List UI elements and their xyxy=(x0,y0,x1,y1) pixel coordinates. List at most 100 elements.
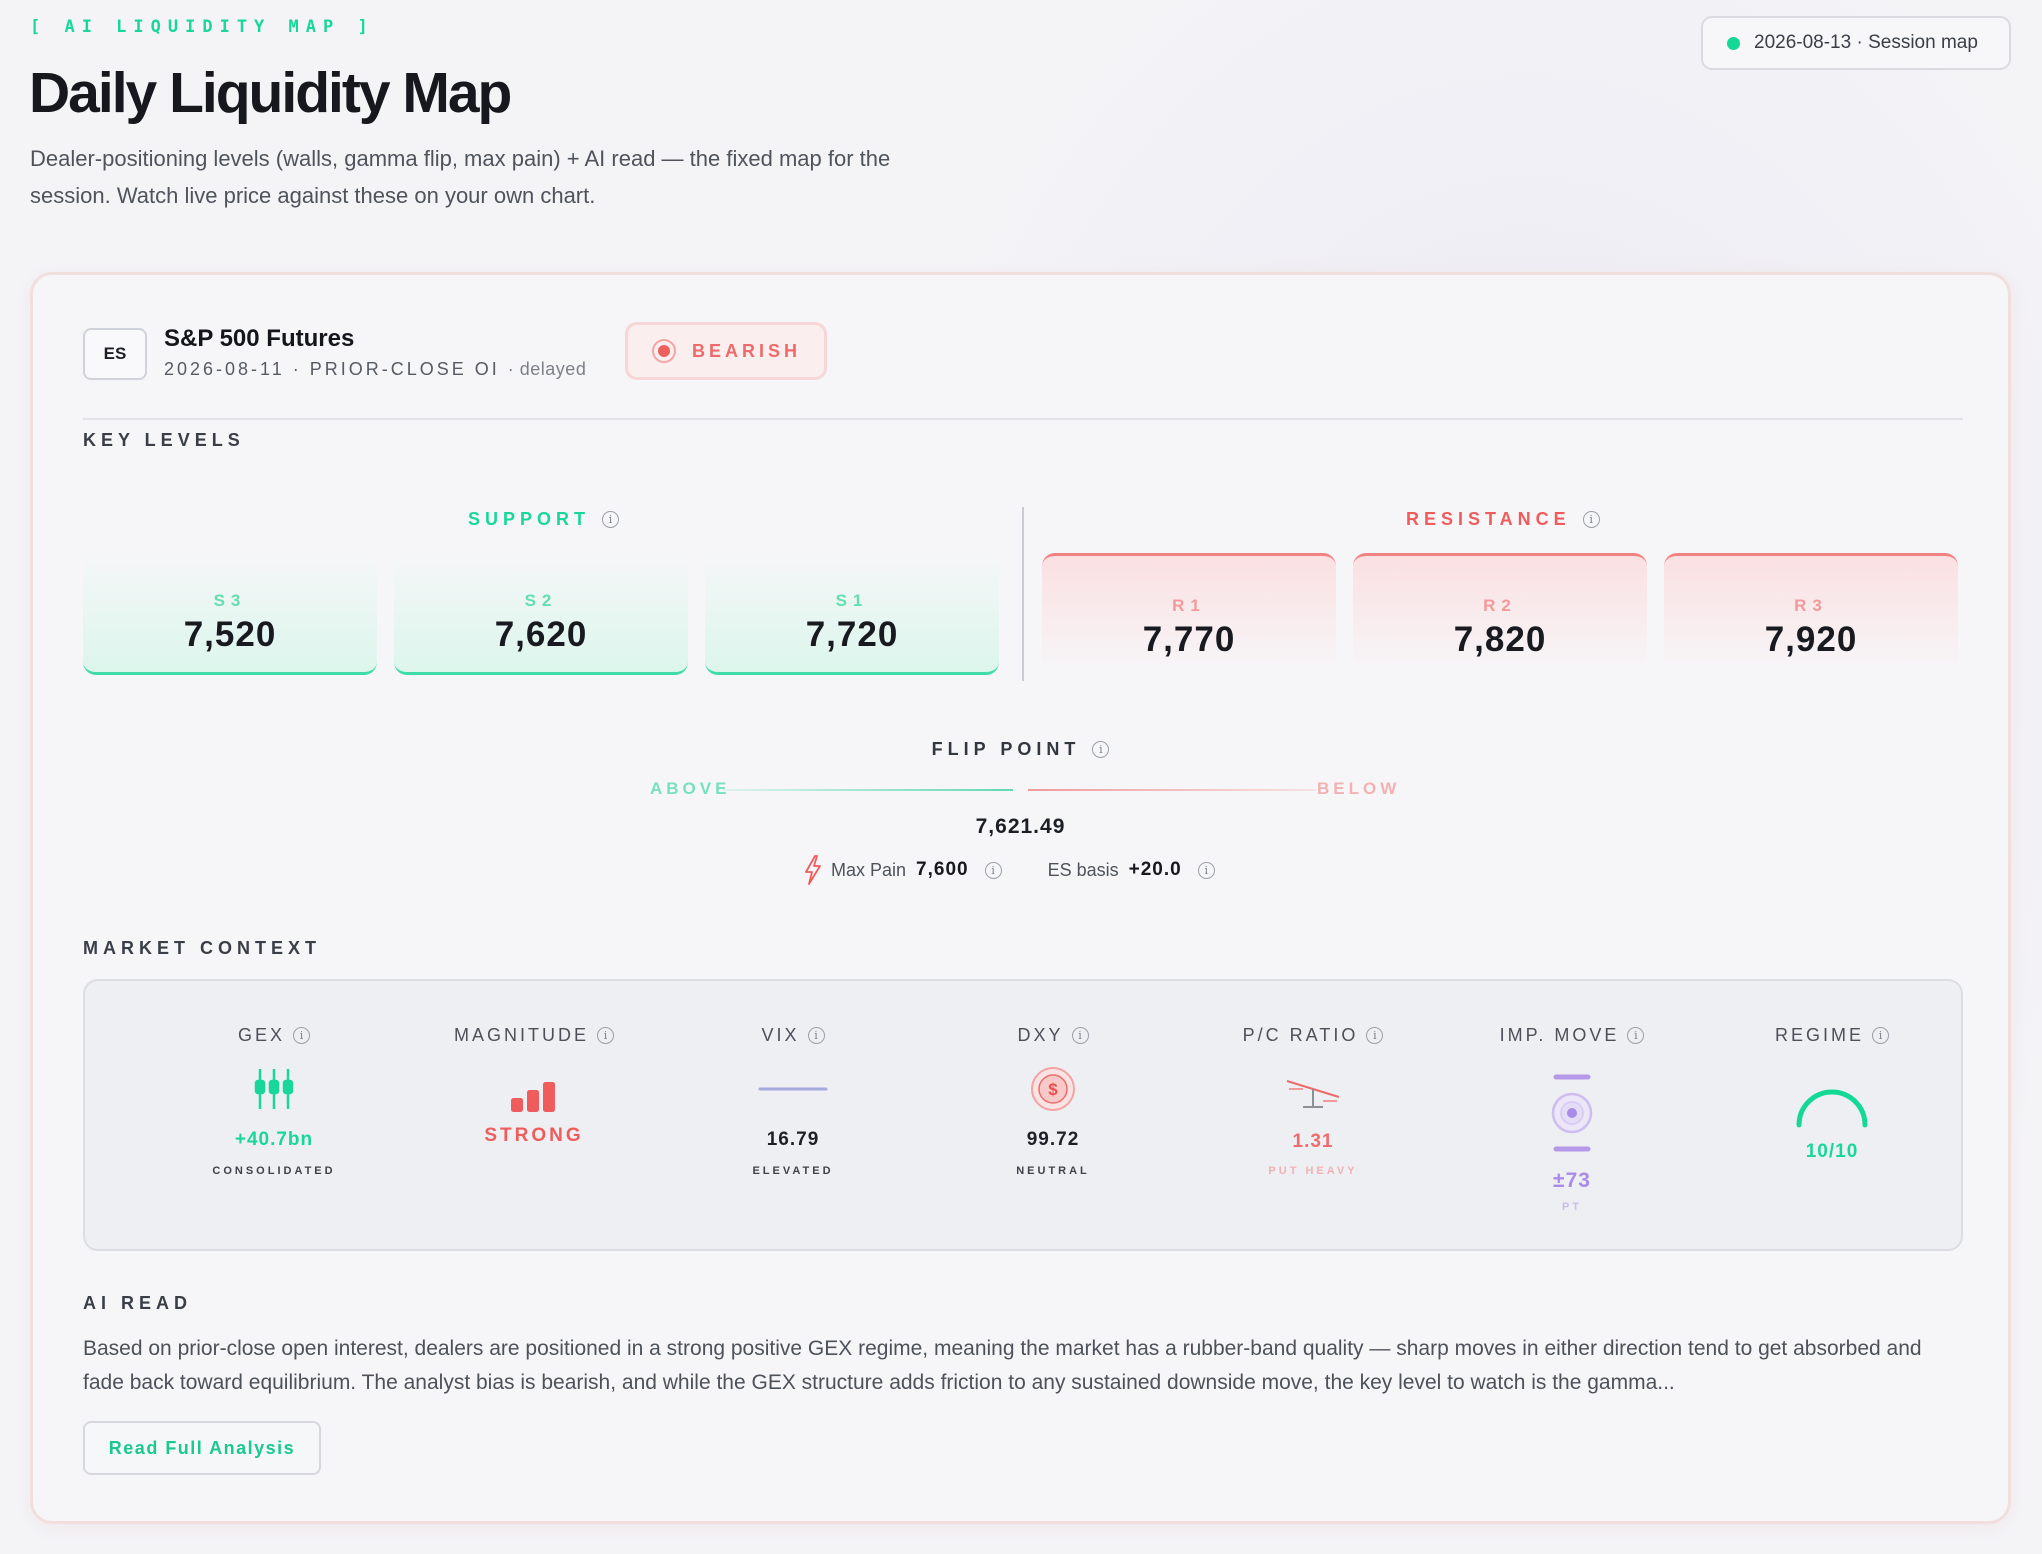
info-icon[interactable]: i xyxy=(1071,1027,1089,1044)
level-card-r1: R1 7,770 xyxy=(1042,553,1336,673)
metric-label: REGIME i xyxy=(1702,1025,1962,1046)
bias-label: BEARISH xyxy=(692,340,802,361)
range-icon xyxy=(1442,1073,1702,1153)
info-icon[interactable]: i xyxy=(1872,1027,1889,1044)
bars-icon xyxy=(404,1071,664,1123)
flip-above-line xyxy=(723,789,1013,791)
market-context-heading: MARKET CONTEXT xyxy=(83,938,321,958)
market-context-panel: GEX i +40.7bn CONSOLIDATED MAGNITUDE i xyxy=(83,979,1963,1251)
svg-text:$: $ xyxy=(1048,1080,1058,1099)
metric-label: GEX i xyxy=(144,1025,404,1046)
delayed-label: · delayed xyxy=(507,359,587,379)
metric-value: 99.72 xyxy=(1026,1129,1080,1150)
flip-point-label: FLIP POINT xyxy=(931,739,1081,759)
level-value: 7,520 xyxy=(183,615,277,654)
key-levels-heading: KEY LEVELS xyxy=(83,430,245,450)
info-icon[interactable]: i xyxy=(807,1027,825,1044)
metric-value: ±73 xyxy=(1553,1169,1591,1192)
level-value: 7,820 xyxy=(1453,620,1547,659)
candles-icon xyxy=(144,1063,404,1115)
ai-read-heading: AI READ xyxy=(83,1293,193,1313)
level-value: 7,770 xyxy=(1142,620,1236,659)
metric-subtitle: PUT HEAVY xyxy=(1268,1165,1358,1177)
es-basis-label: ES basis xyxy=(1047,859,1119,880)
metric-label: MAGNITUDE i xyxy=(404,1025,664,1046)
metric-label: VIX i xyxy=(663,1025,923,1046)
max-pain-value: 7,600 xyxy=(916,859,969,880)
instrument-meta: 2026-08-11 · PRIOR-CLOSE OI · delayed xyxy=(164,359,586,380)
scale-icon xyxy=(1183,1063,1443,1115)
support-heading: SUPPORT i xyxy=(468,509,620,530)
metric-label: P/C RATIO i xyxy=(1183,1025,1443,1046)
ai-read-text: Based on prior-close open interest, deal… xyxy=(83,1337,1922,1394)
gauge-icon xyxy=(1702,1081,1962,1133)
level-value: 7,920 xyxy=(1764,620,1858,659)
metric-regime: REGIME i 10/10 xyxy=(1702,981,1962,1251)
info-icon[interactable]: i xyxy=(1366,1027,1384,1044)
metric-dxy: DXY i $ 99.72 NEUTRAL xyxy=(923,981,1183,1251)
resistance-label: RESISTANCE xyxy=(1406,509,1571,529)
instrument-name: S&P 500 Futures xyxy=(164,325,355,352)
flip-below-label: BELOW xyxy=(1317,779,1401,798)
header-divider xyxy=(83,418,1963,420)
flip-point-value: 7,621.49 xyxy=(975,815,1066,838)
metric-label: IMP. MOVE i xyxy=(1442,1025,1702,1046)
info-icon[interactable]: i xyxy=(602,511,620,528)
info-icon[interactable]: i xyxy=(597,1027,614,1044)
metric-value: 10/10 xyxy=(1805,1141,1859,1162)
flip-above-label: ABOVE xyxy=(650,779,731,798)
support-label: SUPPORT xyxy=(468,509,591,529)
info-icon[interactable]: i xyxy=(1092,741,1110,758)
symbol-badge: ES xyxy=(83,328,147,380)
metric-subtitle: CONSOLIDATED xyxy=(212,1165,336,1177)
level-name: R3 xyxy=(1794,596,1828,615)
metric-implied-move: IMP. MOVE i ±73 PT xyxy=(1442,981,1702,1251)
levels-separator xyxy=(1022,507,1024,681)
bias-badge: BEARISH xyxy=(625,322,827,380)
level-name: S3 xyxy=(213,591,247,610)
liquidity-map-card: ES S&P 500 Futures 2026-08-11 · PRIOR-CL… xyxy=(30,272,2011,1524)
level-card-r3: R3 7,920 xyxy=(1664,553,1958,673)
resistance-heading: RESISTANCE i xyxy=(1406,509,1600,530)
level-name: S2 xyxy=(524,591,558,610)
level-card-s3: S3 7,520 xyxy=(83,551,377,675)
flat-line-icon xyxy=(663,1063,923,1115)
session-label: 2026-08-13 · Session map xyxy=(1754,32,1978,53)
metric-value: 16.79 xyxy=(766,1129,820,1150)
level-value: 7,620 xyxy=(494,615,588,654)
dollar-coin-icon: $ xyxy=(923,1063,1183,1115)
status-dot-icon xyxy=(1727,36,1740,50)
metric-vix: VIX i 16.79 ELEVATED xyxy=(663,981,923,1251)
level-value: 7,720 xyxy=(805,615,899,654)
page-subtitle: Dealer-positioning levels (walls, gamma … xyxy=(30,146,891,208)
lightning-icon xyxy=(805,855,821,885)
info-icon[interactable]: i xyxy=(1627,1027,1645,1044)
info-icon[interactable]: i xyxy=(984,861,1002,879)
page-title: Daily Liquidity Map xyxy=(29,61,512,125)
metric-value: STRONG xyxy=(484,1125,584,1146)
info-icon[interactable]: i xyxy=(1582,511,1600,528)
level-card-r2: R2 7,820 xyxy=(1353,553,1647,673)
page-kicker: [ AI LIQUIDITY MAP ] xyxy=(30,17,375,37)
metric-magnitude: MAGNITUDE i STRONG xyxy=(404,981,664,1251)
level-name: S1 xyxy=(835,591,869,610)
metric-gex: GEX i +40.7bn CONSOLIDATED xyxy=(144,981,404,1251)
info-icon[interactable]: i xyxy=(293,1027,310,1044)
es-basis-value: +20.0 xyxy=(1128,859,1182,880)
metric-label: DXY i xyxy=(923,1025,1183,1046)
session-map-pill[interactable]: 2026-08-13 · Session map xyxy=(1701,16,2011,70)
level-name: R2 xyxy=(1483,596,1517,615)
flip-below-line xyxy=(1028,789,1316,791)
level-name: R1 xyxy=(1172,596,1206,615)
read-full-analysis-button[interactable]: Read Full Analysis xyxy=(83,1421,321,1475)
max-pain-label: Max Pain xyxy=(831,859,907,880)
flip-extras: Max Pain 7,600 i ES basis +20.0 i xyxy=(803,855,1215,885)
metric-subtitle: NEUTRAL xyxy=(1016,1165,1090,1177)
metric-value: 1.31 xyxy=(1292,1131,1334,1152)
metric-subtitle: ELEVATED xyxy=(752,1165,834,1177)
metric-value: +40.7bn xyxy=(234,1129,314,1150)
metric-subtitle: PT xyxy=(1561,1201,1583,1213)
info-icon[interactable]: i xyxy=(1197,861,1215,879)
instrument-meta-date: 2026-08-11 · PRIOR-CLOSE OI xyxy=(164,359,500,379)
level-card-s1: S1 7,720 xyxy=(705,551,999,675)
